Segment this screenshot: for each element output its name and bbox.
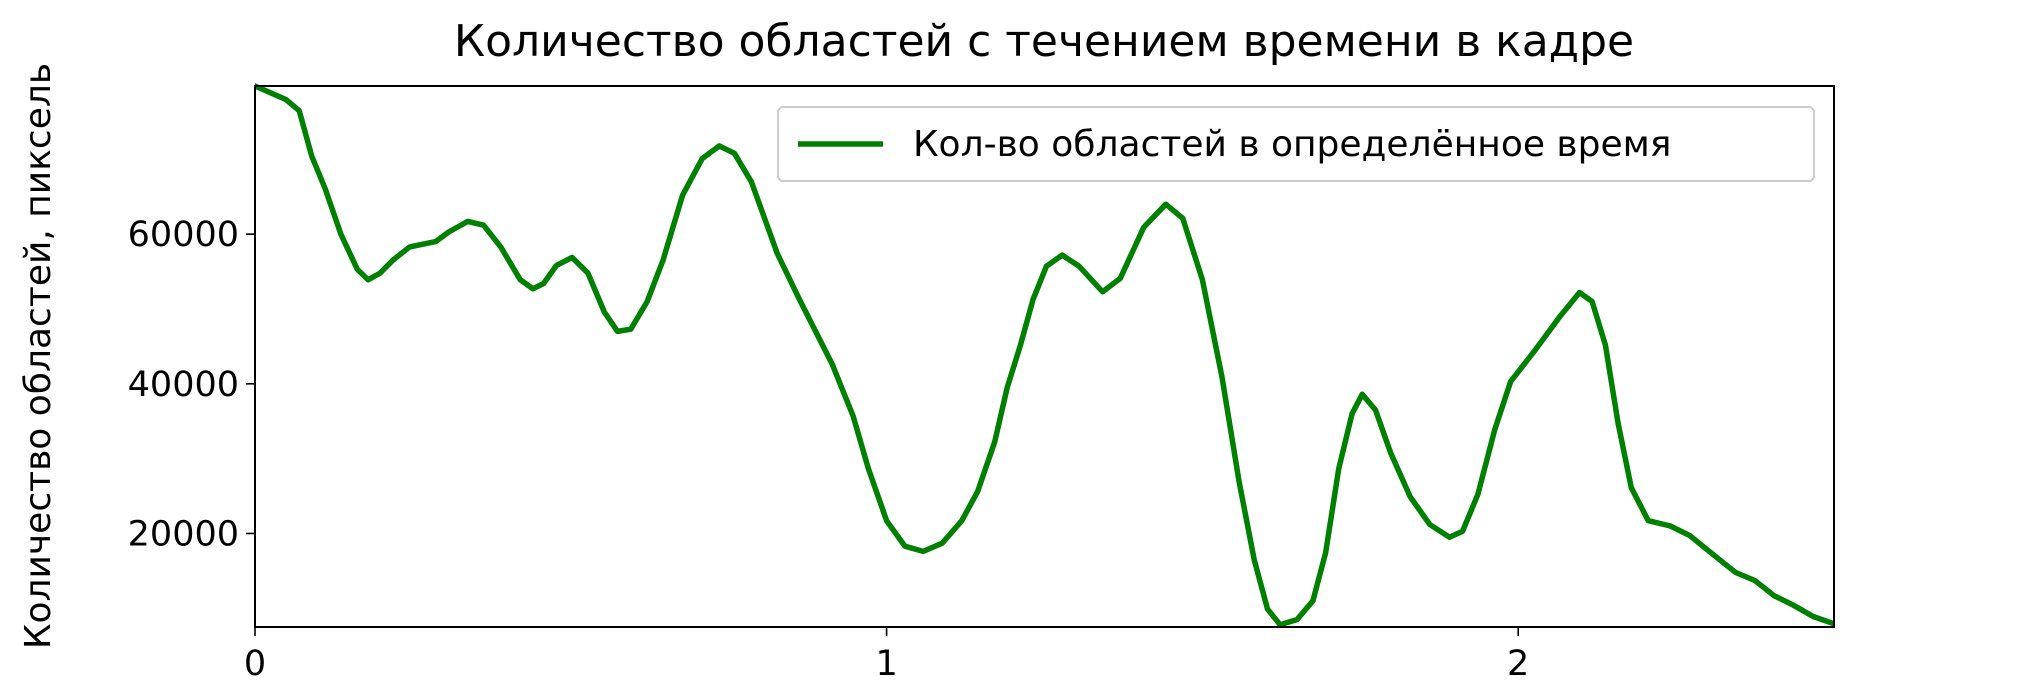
y-tick-label: 60000 [128,215,239,255]
chart-title: Количество областей с течением времени в… [454,16,1634,67]
line [255,83,1834,628]
x-tick-label: 2 [1507,644,1529,684]
y-axis-label: Количество областей, пиксель [18,63,59,649]
y-tick-label: 40000 [128,365,239,405]
legend-label: Кол-во областей в определённое время [913,124,1671,165]
x-tick-label: 1 [875,644,897,684]
legend-box [777,106,1815,182]
y-tick-label: 20000 [128,514,239,554]
x-tick-label: 0 [244,644,266,684]
plot-frame [254,85,1835,628]
